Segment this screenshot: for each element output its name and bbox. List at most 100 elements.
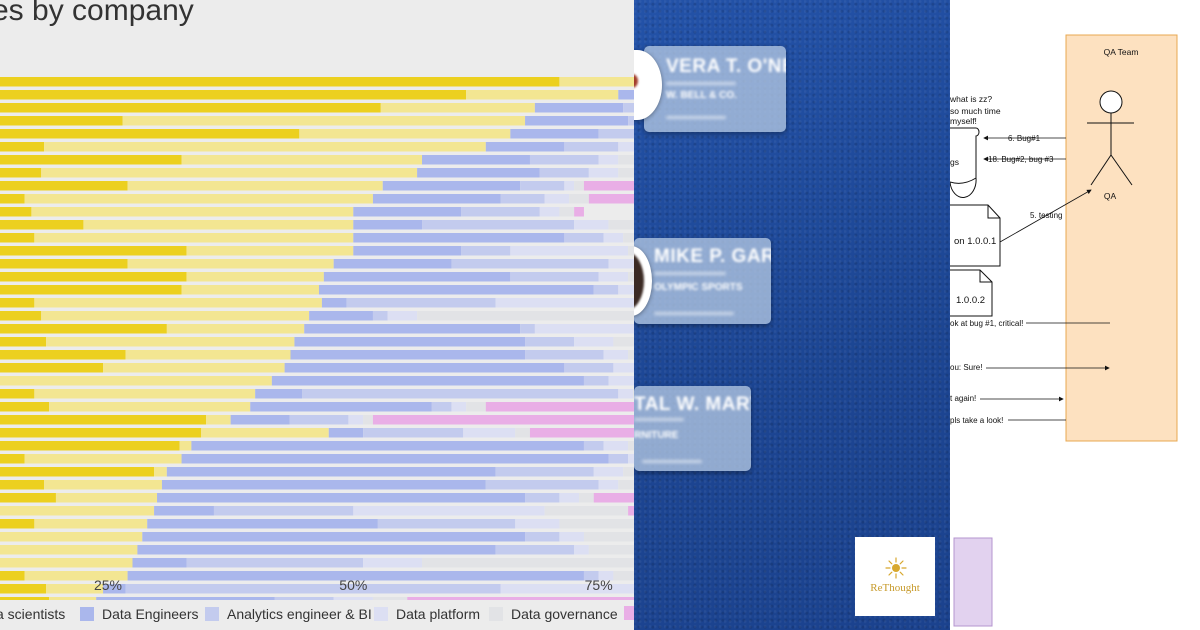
- message-label: 18. Bug#2, bug #3: [988, 155, 1054, 164]
- bar-segment: [213, 506, 354, 516]
- bar-segment: [0, 90, 467, 100]
- legend-item-data-scientists: a scientists: [0, 606, 65, 622]
- rethought-logo: ReThought: [855, 537, 935, 616]
- bar-segment: [103, 363, 285, 373]
- bar-segment: [0, 298, 35, 308]
- bar-segment: [255, 389, 303, 399]
- bar-segment: [166, 324, 305, 334]
- bar-segment: [559, 493, 580, 503]
- actor-label: QA: [1104, 191, 1117, 201]
- bar-segment: [0, 493, 56, 503]
- bar-segment: [230, 415, 290, 425]
- bar-segment: [122, 116, 526, 126]
- purple-box[interactable]: [953, 537, 993, 627]
- bar-segment: [274, 597, 334, 600]
- bar-segment: [544, 194, 570, 204]
- blurred-text: [654, 312, 734, 315]
- bar-segment: [510, 246, 629, 256]
- bar-segment: [525, 116, 629, 126]
- bar-segment: [451, 259, 609, 269]
- bar-segment: [593, 493, 634, 503]
- bar-segment: [154, 506, 214, 516]
- bar-segment: [417, 168, 540, 178]
- bar-segment: [593, 467, 624, 477]
- avatar: [634, 246, 652, 316]
- bar-segment: [271, 376, 584, 386]
- stacked-bar-chart: 25% 50% 75%: [0, 77, 634, 600]
- bar-segment: [353, 233, 565, 243]
- bar-segment: [618, 480, 634, 490]
- qa-team-lane[interactable]: [1065, 34, 1178, 442]
- bar-segment: [564, 233, 604, 243]
- bar-segment: [0, 337, 47, 347]
- sequence-diagram: QA Team QA what is zz? so much time myse…: [950, 0, 1200, 630]
- bar-segment: [0, 597, 50, 600]
- bar-segment: [466, 90, 619, 100]
- bar-segment: [0, 402, 50, 412]
- bar-segment: [559, 532, 584, 542]
- version-label: on 1.0.0.1: [954, 236, 996, 247]
- legend-swatch: [374, 607, 388, 621]
- bar-segment: [0, 129, 300, 139]
- bar-segment: [137, 545, 496, 555]
- bar-segment: [525, 493, 560, 503]
- bar-segment: [323, 272, 511, 282]
- bar-segment: [608, 259, 634, 269]
- bar-segment: [451, 402, 467, 412]
- bar-segment: [623, 467, 634, 477]
- blurred-text: [642, 460, 702, 463]
- legend-item-data-engineers: Data Engineers: [80, 606, 199, 622]
- bar-segment: [529, 428, 634, 438]
- bar-segment: [598, 155, 619, 165]
- bar-segment: [0, 584, 47, 594]
- bar-segment: [461, 246, 511, 256]
- bar-segment: [333, 597, 373, 600]
- bar-segment: [500, 194, 545, 204]
- bar-segment: [618, 90, 634, 100]
- bar-segment: [132, 558, 187, 568]
- bar-segment: [353, 506, 545, 516]
- bar-segment: [44, 142, 486, 152]
- message-label: 5. testing: [1030, 211, 1062, 220]
- bar-segment: [613, 363, 634, 373]
- bar-segment: [24, 571, 128, 581]
- bar-segment: [41, 311, 310, 321]
- bar-segment: [559, 77, 634, 87]
- legend-item-pink: [624, 606, 634, 620]
- bar-segment: [0, 389, 35, 399]
- bar-segment: [353, 207, 462, 217]
- database-shape[interactable]: [950, 127, 980, 198]
- bar-segment: [628, 350, 634, 360]
- bar-segment: [103, 584, 126, 594]
- bar-segment: [583, 376, 609, 386]
- bar-segment: [302, 389, 619, 399]
- bar-segment: [422, 220, 575, 230]
- bar-segment: [574, 220, 609, 230]
- x-tick-label: 25%: [94, 577, 122, 593]
- bar-segment: [618, 155, 634, 165]
- bar-segment: [0, 415, 207, 425]
- bar-segment: [0, 272, 187, 282]
- card-company: W. BELL & CO.: [666, 90, 737, 101]
- version-box[interactable]: [950, 269, 993, 317]
- bar-segment: [83, 220, 354, 230]
- bar-segment: [603, 350, 629, 360]
- bar-segment: [0, 233, 35, 243]
- bar-segment: [559, 519, 634, 529]
- bar-segment: [127, 259, 334, 269]
- bar-segment: [201, 428, 329, 438]
- bar-segment: [520, 324, 535, 334]
- bar-segment: [181, 155, 423, 165]
- bar-segment: [485, 402, 634, 412]
- bar-segment: [603, 441, 629, 451]
- note-line: what is zz?: [950, 94, 992, 104]
- bar-segment: [598, 571, 614, 581]
- bar-segment: [588, 194, 634, 204]
- bar-segment: [579, 493, 594, 503]
- bar-segment: [333, 259, 452, 269]
- bar-segment: [206, 415, 231, 425]
- bar-segment: [34, 519, 148, 529]
- bar-segment: [564, 142, 619, 152]
- bar-segment: [583, 181, 634, 191]
- bar-segment: [157, 493, 526, 503]
